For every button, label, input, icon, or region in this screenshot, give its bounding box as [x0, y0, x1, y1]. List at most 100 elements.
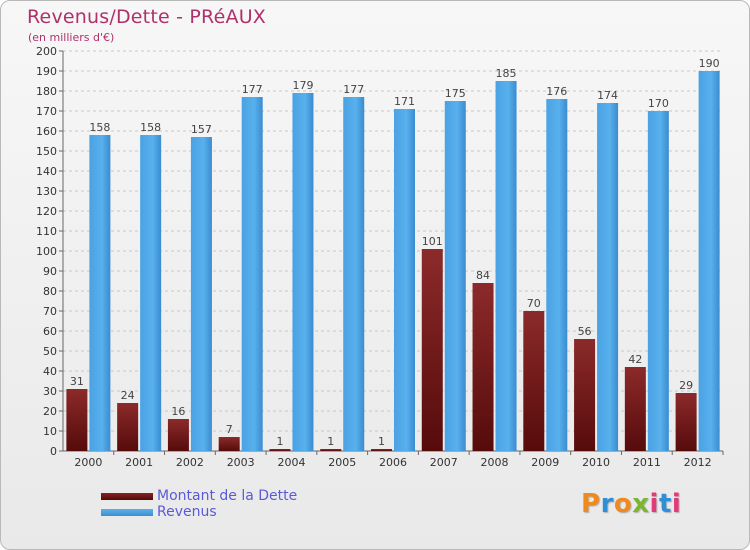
revenue-data-label: 185 [496, 67, 517, 80]
chart-title: Revenus/Dette - PRéAUX [27, 6, 267, 28]
x-tick-label: 2009 [531, 456, 559, 469]
y-tick-label: 30 [43, 385, 57, 398]
y-tick-label: 0 [50, 445, 57, 458]
revenue-bar [495, 81, 517, 451]
debt-bar [117, 403, 139, 451]
proxiti-logo: Proxiti [581, 489, 681, 519]
y-tick-label: 40 [43, 365, 57, 378]
x-tick-label: 2004 [277, 456, 305, 469]
revenue-data-label: 171 [394, 95, 415, 108]
logo-letter: t [658, 489, 672, 519]
revenue-data-label: 174 [597, 89, 618, 102]
revenue-data-label: 190 [699, 57, 720, 70]
debt-bar [371, 449, 392, 451]
x-tick-label: 2002 [176, 456, 204, 469]
legend-label-debt: Montant de la Dette [157, 487, 298, 504]
revenue-bar [343, 97, 365, 451]
debt-bar [218, 437, 240, 451]
y-tick-label: 20 [43, 405, 57, 418]
x-tick-label: 2001 [125, 456, 153, 469]
revenue-bar [140, 135, 162, 451]
debt-data-label: 84 [476, 269, 490, 282]
debt-data-label: 1 [327, 435, 334, 448]
debt-data-label: 24 [121, 389, 135, 402]
x-tick-label: 2003 [227, 456, 255, 469]
chart-subtitle: (en milliers d'€) [28, 31, 115, 44]
revenue-data-label: 158 [140, 121, 161, 134]
y-tick-label: 100 [36, 245, 57, 258]
revenue-data-label: 170 [648, 97, 669, 110]
revenue-bar [241, 97, 263, 451]
debt-data-label: 56 [578, 325, 592, 338]
debt-bar [320, 449, 342, 451]
y-tick-label: 120 [36, 205, 57, 218]
revenue-bar [546, 99, 568, 451]
revenue-bar [698, 71, 720, 451]
debt-data-label: 7 [226, 423, 233, 436]
logo-letter: i [671, 489, 682, 519]
x-tick-label: 2011 [633, 456, 661, 469]
debt-data-label: 70 [527, 297, 541, 310]
y-tick-label: 170 [36, 105, 57, 118]
y-tick-label: 50 [43, 345, 57, 358]
revenue-bar [292, 93, 314, 451]
revenue-data-label: 177 [343, 83, 364, 96]
legend-item-revenue: Revenus [101, 504, 297, 520]
legend-swatch-debt [101, 492, 153, 500]
debt-data-label: 16 [171, 405, 185, 418]
revenue-data-label: 177 [242, 83, 263, 96]
debt-bar [167, 419, 189, 451]
x-tick-label: 2006 [379, 456, 407, 469]
debt-data-label: 29 [679, 379, 693, 392]
revenue-data-label: 175 [445, 87, 466, 100]
revenue-bar [444, 101, 466, 451]
debt-bar [66, 389, 88, 451]
y-tick-label: 150 [36, 145, 57, 158]
debt-bar [675, 393, 697, 451]
revenue-data-label: 157 [191, 123, 212, 136]
legend-label-revenue: Revenus [157, 503, 217, 520]
x-tick-label: 2000 [74, 456, 102, 469]
revenue-data-label: 179 [292, 79, 313, 92]
debt-bar [421, 249, 443, 451]
debt-data-label: 1 [276, 435, 283, 448]
y-tick-label: 80 [43, 285, 57, 298]
revenue-bar [89, 135, 111, 451]
revenue-bar [647, 111, 669, 451]
debt-bar [624, 367, 646, 451]
debt-data-label: 31 [70, 375, 84, 388]
revenue-bar [394, 109, 415, 451]
revenue-data-label: 158 [89, 121, 110, 134]
logo-letter: P [581, 489, 601, 519]
logo-letter: x [632, 489, 650, 519]
revenue-bar [190, 137, 212, 451]
legend-swatch-revenue [101, 508, 153, 516]
y-tick-label: 200 [36, 45, 57, 58]
y-tick-label: 110 [36, 225, 57, 238]
logo-letter: r [600, 489, 614, 519]
x-tick-label: 2012 [684, 456, 712, 469]
debt-bar [269, 449, 291, 451]
legend-item-debt: Montant de la Dette [101, 488, 297, 504]
y-tick-label: 70 [43, 305, 57, 318]
x-tick-label: 2007 [430, 456, 458, 469]
y-tick-label: 160 [36, 125, 57, 138]
y-tick-label: 180 [36, 85, 57, 98]
debt-bar [472, 283, 494, 451]
logo-letter: i [649, 489, 659, 519]
y-tick-label: 60 [43, 325, 57, 338]
logo-letter: o [613, 489, 633, 519]
x-tick-label: 2010 [582, 456, 610, 469]
y-tick-label: 190 [36, 65, 57, 78]
revenue-bar [597, 103, 619, 451]
debt-data-label: 1 [378, 435, 385, 448]
y-tick-label: 90 [43, 265, 57, 278]
debt-data-label: 101 [422, 235, 443, 248]
debt-data-label: 42 [628, 353, 642, 366]
legend: Montant de la Dette Revenus [101, 488, 297, 520]
y-tick-label: 140 [36, 165, 57, 178]
y-tick-label: 130 [36, 185, 57, 198]
debt-bar [523, 311, 545, 451]
